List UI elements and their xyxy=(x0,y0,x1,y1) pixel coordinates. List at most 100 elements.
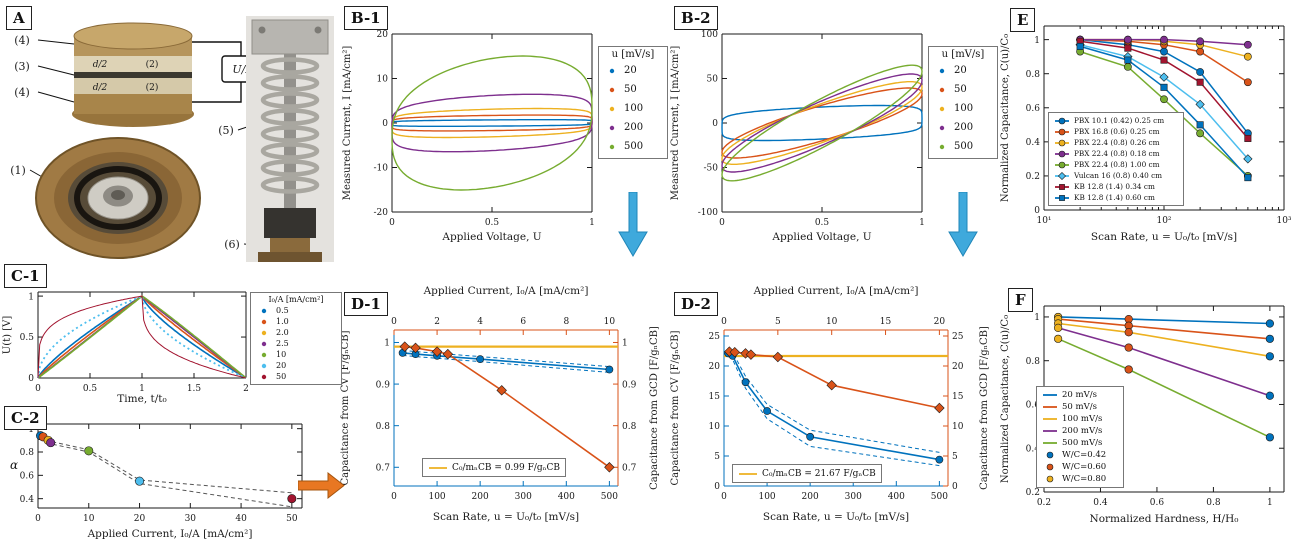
legend-D1: C₀/mₙCB = 0.99 F/gₙCB xyxy=(422,458,567,477)
svg-text:0.8: 0.8 xyxy=(1026,357,1041,367)
svg-text:15: 15 xyxy=(709,392,721,402)
legend-item-label: W/C=0.42 xyxy=(1062,450,1107,460)
legend-item-label: PBX 22.4 (0.8) 0.26 cm xyxy=(1074,138,1160,147)
label-1: (1) xyxy=(10,164,26,177)
svg-text:10: 10 xyxy=(709,422,721,432)
series-200 xyxy=(721,73,923,173)
series-KB 12.8 (1.4) 0.60 cm xyxy=(1076,42,1252,182)
svg-text:0.5: 0.5 xyxy=(485,218,500,228)
panel-label-C1: C-1 xyxy=(4,264,47,288)
series-1.0 xyxy=(37,295,247,379)
down-arrow-icon xyxy=(618,192,648,257)
svg-text:1: 1 xyxy=(139,384,145,394)
half-thickness-label-bottom: d/2 xyxy=(93,83,108,93)
legend-item: 10 xyxy=(256,349,336,360)
sample-stack-photo: d/2 (2) d/2 (2) xyxy=(72,22,194,127)
svg-text:0: 0 xyxy=(35,514,41,524)
svg-text:1: 1 xyxy=(589,218,595,228)
down-arrow-icon xyxy=(948,192,978,257)
legend-item: C₀/mₙCB = 21.67 F/gₙCB xyxy=(738,467,876,480)
svg-text:2: 2 xyxy=(434,317,440,327)
svg-text:0: 0 xyxy=(952,482,958,492)
svg-text:0.2: 0.2 xyxy=(1026,172,1040,182)
panel-A: A d/2 (2) d/2 (2) xyxy=(0,0,336,262)
svg-text:5: 5 xyxy=(775,317,781,327)
label-4-bottom: (4) xyxy=(14,86,30,99)
svg-text:Scan Rate, u = U₀/t₀ [mV/s]: Scan Rate, u = U₀/t₀ [mV/s] xyxy=(1091,231,1237,243)
svg-text:0: 0 xyxy=(1034,206,1040,216)
svg-text:Applied Current, I₀/A [mA/cm²]: Applied Current, I₀/A [mA/cm²] xyxy=(87,528,253,540)
legend-B1-title: u [mV/s] xyxy=(611,49,655,60)
svg-text:50: 50 xyxy=(286,514,298,524)
legend-item: 1.0 xyxy=(256,316,336,327)
svg-text:300: 300 xyxy=(515,492,532,502)
svg-text:40: 40 xyxy=(235,514,247,524)
svg-text:1.5: 1.5 xyxy=(187,384,202,394)
svg-text:10¹: 10¹ xyxy=(1036,216,1051,226)
svg-text:10: 10 xyxy=(952,422,964,432)
svg-text:1: 1 xyxy=(28,292,34,302)
svg-text:1: 1 xyxy=(1034,313,1040,323)
series-GCD xyxy=(399,341,615,473)
chart-B2: 0 0.5 1 -100 -50 0 50 100 Applied Voltage, U Meas… xyxy=(670,30,925,243)
svg-text:15: 15 xyxy=(952,392,964,402)
series-50 xyxy=(37,295,247,379)
legend-item: 2.0 xyxy=(256,327,336,338)
svg-text:5: 5 xyxy=(714,452,720,462)
legend-item: 200 mV/s xyxy=(1042,425,1118,437)
svg-text:0.5: 0.5 xyxy=(815,218,830,228)
series-2.0 xyxy=(37,295,247,379)
legend-item: KB 12.8 (1.4) 0.34 cm xyxy=(1054,181,1178,192)
svg-text:Normalized Capacitance, C(u)/C: Normalized Capacitance, C(u)/C₀ xyxy=(1000,315,1011,483)
chart-B1: 0 0.5 1 -20 -10 0 10 20 Applied Voltage, U Measur… xyxy=(342,30,595,243)
series-2.5 xyxy=(37,295,247,379)
svg-text:0: 0 xyxy=(382,119,388,129)
legend-item-label: PBX 16.8 (0.6) 0.25 cm xyxy=(1074,127,1160,136)
svg-text:0: 0 xyxy=(389,218,395,228)
svg-text:Applied Current, I₀/A [mA/cm²]: Applied Current, I₀/A [mA/cm²] xyxy=(753,285,919,297)
svg-text:4: 4 xyxy=(477,317,483,327)
svg-text:20: 20 xyxy=(134,514,146,524)
series-20 xyxy=(391,119,593,127)
legend-C1-title: I₀/A [mA/cm²] xyxy=(268,295,324,304)
panel-B1: B-1 0 0.5 1 -20 -10 0 10 20 Applied Voltage, U Me… xyxy=(336,0,668,272)
legend-item: 100 xyxy=(604,99,662,118)
legend-item-label: 1.0 xyxy=(276,317,289,326)
legend-item-label: 100 mV/s xyxy=(1062,414,1103,424)
legend-item: C₀/mₙCB = 0.99 F/gₙCB xyxy=(428,461,560,474)
legend-item-label: KB 12.8 (1.4) 0.60 cm xyxy=(1074,193,1155,202)
device-photos: d/2 (2) d/2 (2) (4) (3) (4) (1) (5) (6) xyxy=(10,16,334,262)
series-50 xyxy=(721,87,923,159)
label-5: (5) xyxy=(218,124,234,137)
svg-text:0.5: 0.5 xyxy=(83,384,98,394)
legend-item-label: PBX 22.4 (0.8) 1.00 cm xyxy=(1074,160,1160,169)
svg-text:-10: -10 xyxy=(374,164,389,174)
chart-F: 0.2 0.4 0.6 0.8 1 0.2 0.4 0.6 0.8 1 Normalized Har… xyxy=(1000,305,1285,525)
svg-text:400: 400 xyxy=(888,492,905,502)
legend-item: W/C=0.60 xyxy=(1042,461,1118,473)
series-10 xyxy=(37,295,247,379)
svg-text:-100: -100 xyxy=(698,208,718,218)
legend-item-label: 20 xyxy=(954,65,967,76)
chart-D1: 0 100 200 300 400 500 0 2 4 6 8 10 0.7 0.8 0.9 1 0.7 0.8 0… xyxy=(340,285,660,523)
svg-text:Capacitance from CV [F/gₙCB]: Capacitance from CV [F/gₙCB] xyxy=(670,330,681,485)
svg-text:10: 10 xyxy=(826,317,838,327)
panel-label-D2: D-2 xyxy=(674,292,718,316)
series-lower-bound xyxy=(40,437,292,508)
svg-text:0.2: 0.2 xyxy=(1037,498,1051,508)
legend-item-label: C₀/mₙCB = 0.99 F/gₙCB xyxy=(452,462,561,473)
legend-item-label: 20 mV/s xyxy=(1062,390,1097,400)
svg-text:Capacitance from GCD [F/gₙCB]: Capacitance from GCD [F/gₙCB] xyxy=(649,326,660,490)
svg-text:0.4: 0.4 xyxy=(1093,498,1108,508)
series-CV-lower xyxy=(402,354,610,373)
legend-item: W/C=0.80 xyxy=(1042,473,1118,485)
series-0.5 xyxy=(37,294,247,379)
panel-label-C2: C-2 xyxy=(4,406,47,430)
chart-E: 10¹ 10² 10³ 0 0.2 0.4 0.6 0.8 1 Scan Rate, u = U₀… xyxy=(1000,25,1292,243)
svg-text:10: 10 xyxy=(83,514,95,524)
legend-item: 200 xyxy=(934,118,992,137)
svg-text:0: 0 xyxy=(712,119,718,129)
